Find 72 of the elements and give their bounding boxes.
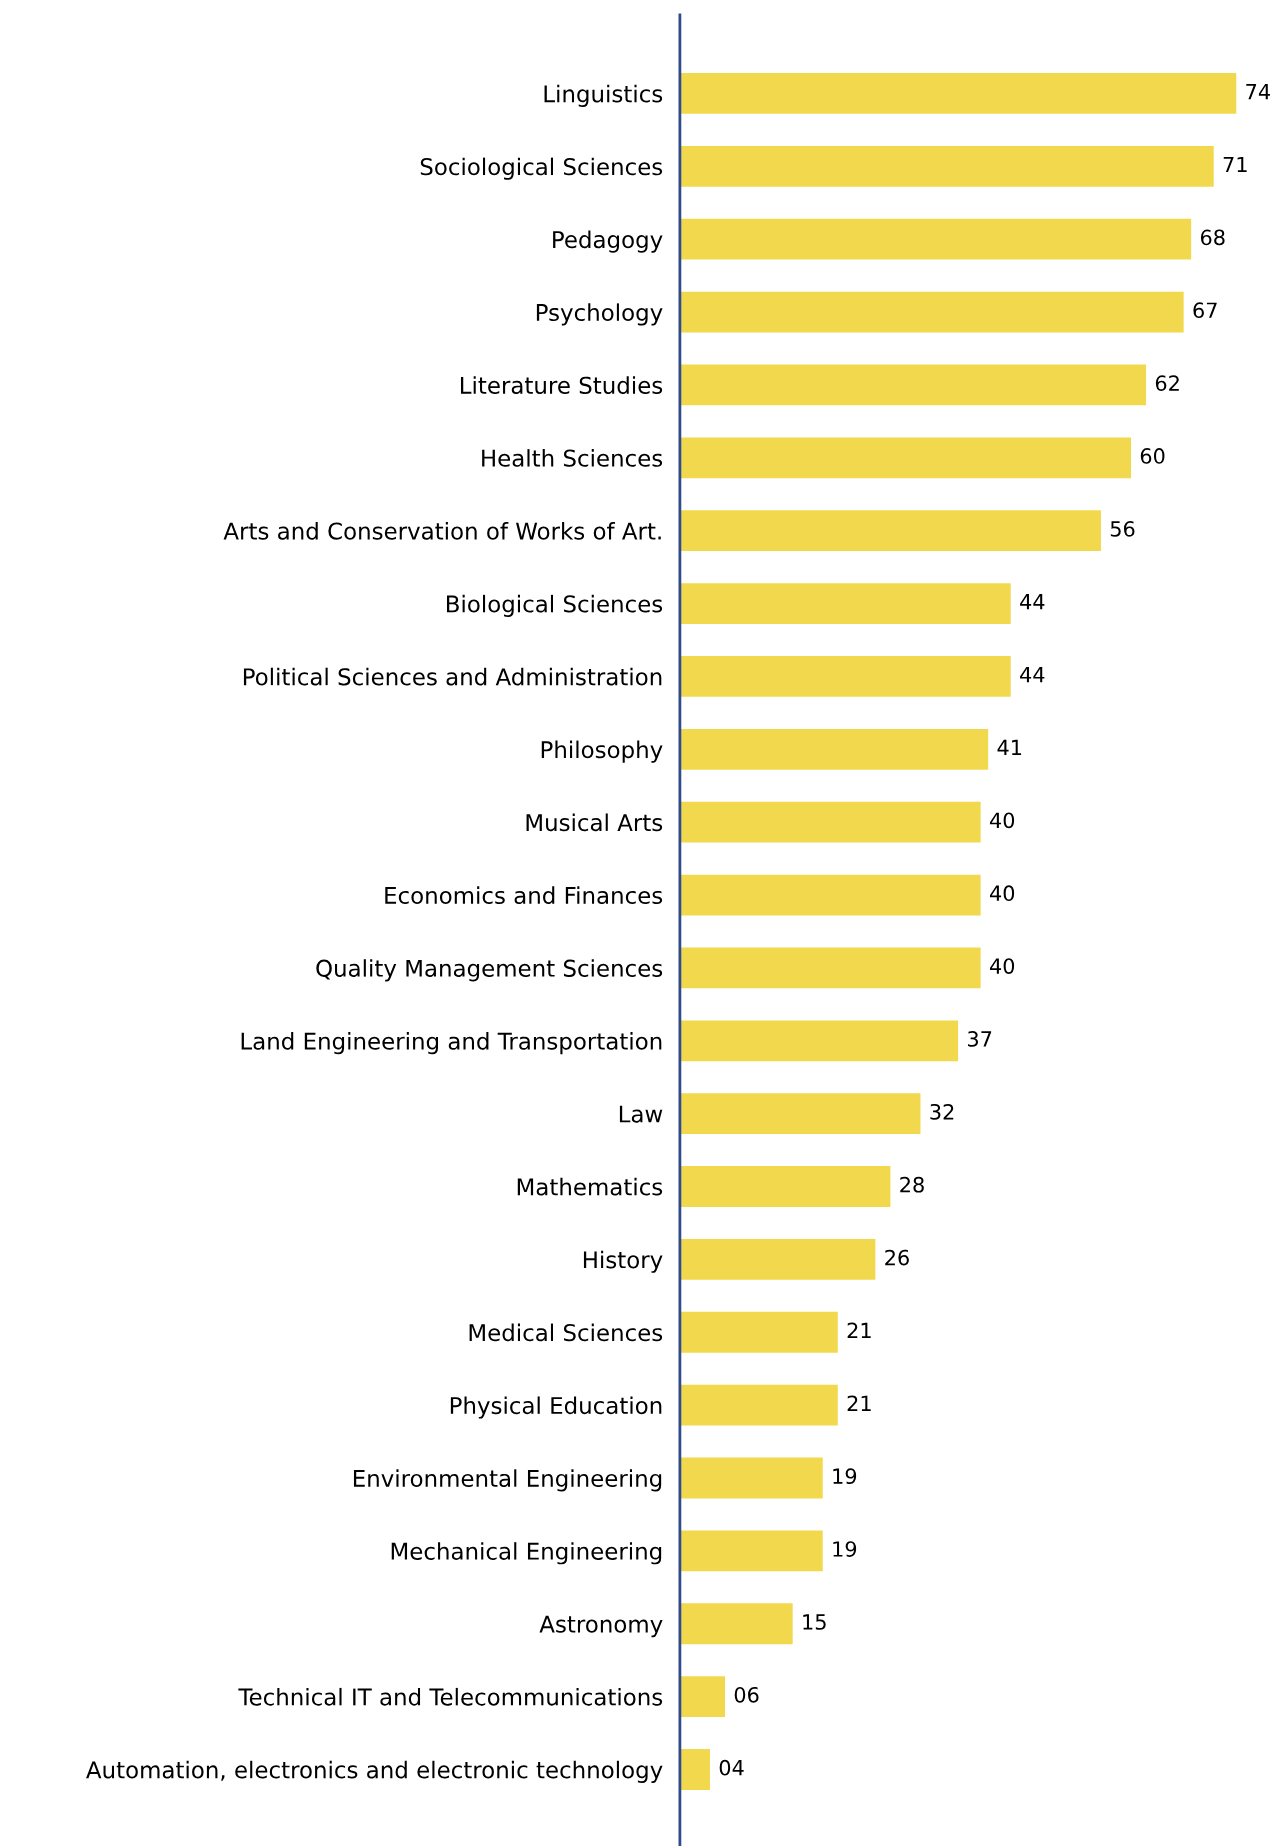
data-label: 40 <box>989 958 1015 974</box>
y-tick-label: Mechanical Engineering <box>391 1542 662 1565</box>
data-label: 60 <box>1140 448 1165 464</box>
bar <box>679 728 989 770</box>
y-tick-label: Psychology <box>536 303 663 326</box>
data-label: 06 <box>734 1686 759 1703</box>
data-label: 74 <box>1246 84 1270 100</box>
bar <box>679 1166 891 1207</box>
y-tick-label: Land Engineering and Transportation <box>241 1032 662 1055</box>
data-label: 62 <box>1155 375 1179 391</box>
bar <box>679 1311 838 1353</box>
y-tick-label: Linguistics <box>544 84 663 107</box>
bar <box>679 1457 823 1499</box>
y-tick-label: Quality Management Sciences <box>316 959 663 982</box>
y-tick-label: Physical Education <box>450 1396 662 1419</box>
y-tick-label: Musical Arts <box>526 813 663 832</box>
y-tick-label: Political Sciences and Administration <box>243 667 662 686</box>
data-label: 37 <box>968 1031 992 1047</box>
data-label: 21 <box>847 1395 871 1411</box>
data-label: 44 <box>1020 594 1045 610</box>
data-label: 68 <box>1200 229 1225 246</box>
bar <box>679 874 981 916</box>
y-tick-label: Mathematics <box>517 1177 663 1196</box>
bar <box>679 1676 726 1718</box>
data-label: 26 <box>885 1249 909 1266</box>
y-tick-label: Medical Sciences <box>469 1323 663 1342</box>
bar <box>679 218 1192 260</box>
bar <box>679 801 981 843</box>
y-tick-label: Astronomy <box>539 1615 663 1638</box>
bar <box>679 291 1184 333</box>
data-label: 21 <box>847 1322 871 1339</box>
y-tick-label: Economics and Finances <box>385 886 663 905</box>
y-tick-label: Sociological Sciences <box>420 157 663 180</box>
bar <box>679 1020 959 1062</box>
bar <box>679 73 1237 114</box>
bar <box>679 145 1214 187</box>
data-label: 32 <box>930 1103 954 1120</box>
bar <box>679 947 981 989</box>
bar <box>679 1749 710 1790</box>
y-tick-label: Automation, electronics and electronic technology <box>86 1760 663 1783</box>
data-label: 19 <box>833 1468 857 1485</box>
bar <box>679 1384 838 1426</box>
bar <box>679 510 1101 552</box>
y-tick-label: History <box>583 1250 663 1273</box>
data-label: 04 <box>719 1759 744 1776</box>
data-label: 44 <box>1020 666 1045 683</box>
data-label: 71 <box>1223 156 1247 173</box>
bar <box>679 1093 921 1135</box>
bar <box>679 1603 793 1645</box>
data-label: 67 <box>1193 302 1217 319</box>
data-label: 19 <box>833 1541 857 1557</box>
bar <box>679 1238 876 1280</box>
data-label: 40 <box>989 812 1015 829</box>
y-tick-label: Literature Studies <box>460 376 663 394</box>
bar <box>679 437 1132 479</box>
bar <box>679 656 1011 697</box>
y-tick-label: Biological Sciences <box>446 594 663 618</box>
data-label: 15 <box>803 1614 826 1630</box>
y-tick-label: Health Sciences <box>482 449 663 467</box>
data-label: 56 <box>1110 520 1135 537</box>
y-tick-label: Arts and Conservation of Works of Art. <box>223 521 661 540</box>
data-label: 41 <box>997 739 1022 756</box>
data-label: 40 <box>989 885 1015 902</box>
bar <box>679 364 1147 406</box>
bar <box>679 1530 823 1572</box>
bar <box>679 583 1011 624</box>
y-tick-label: Law <box>619 1105 663 1123</box>
y-tick-label: Philosophy <box>541 740 663 763</box>
y-tick-label: Pedagogy <box>553 230 663 253</box>
y-tick-label: Environmental Engineering <box>353 1469 662 1492</box>
data-label: 28 <box>900 1176 924 1193</box>
y-tick-label: Technical IT and Telecommunications <box>238 1687 663 1706</box>
